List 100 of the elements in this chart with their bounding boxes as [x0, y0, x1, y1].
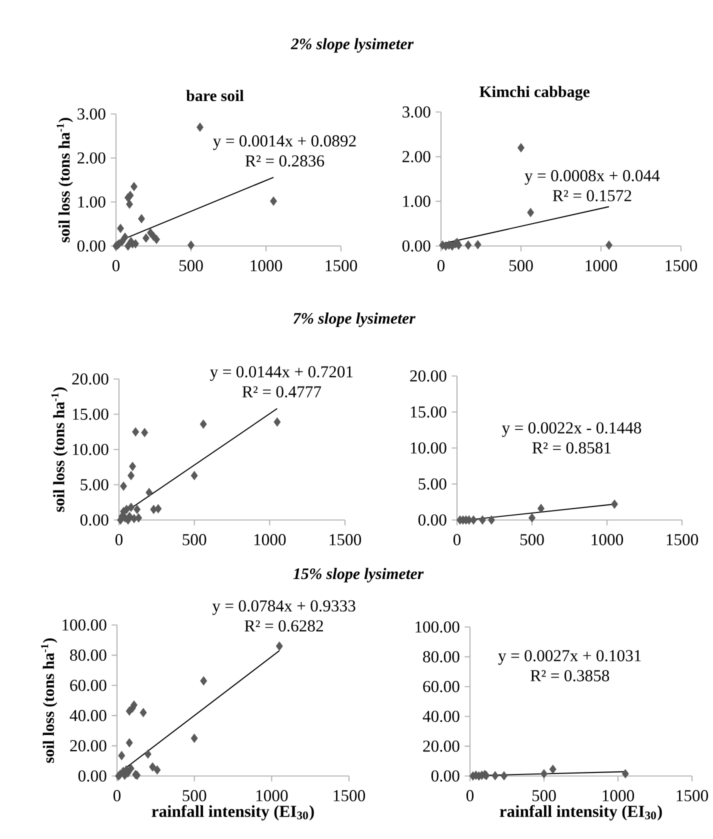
y-tick-label: 60.00: [423, 680, 460, 692]
x-tick-label: 1000: [256, 790, 288, 802]
point: [187, 240, 194, 250]
point: [276, 642, 283, 651]
point: [478, 515, 486, 525]
y-tick-label: 2.00: [402, 151, 430, 162]
point: [142, 234, 150, 243]
y-tick-label: 5.00: [80, 479, 108, 490]
point: [528, 513, 536, 522]
x-tick-label: 0: [115, 534, 122, 546]
y-tick-label: 10.00: [72, 444, 108, 456]
point: [135, 513, 142, 522]
point: [488, 515, 495, 525]
x-tick-label: 500: [532, 790, 556, 802]
y-tick-label: 80.00: [423, 651, 460, 662]
annotation: y = 0.0022x - 0.1448: [502, 422, 642, 437]
y-tick-label: 3.00: [78, 108, 106, 120]
x-tick-label: 1500: [676, 790, 708, 802]
point: [120, 482, 127, 491]
y-tick-label: 1.00: [78, 196, 106, 208]
y-tick-label: 40.00: [70, 710, 106, 722]
chart-subtitle: bare soil: [186, 90, 244, 102]
point: [274, 417, 281, 427]
point: [610, 500, 618, 509]
y-tick-label: 100.00: [62, 619, 106, 631]
chart-title: 2% slope lysimeter: [290, 38, 414, 53]
x-tick-label: 1500: [330, 534, 361, 546]
chart-subtitle: Kimchi cabbage: [479, 86, 590, 101]
x-tick-label: 1500: [666, 260, 697, 272]
point: [149, 762, 156, 772]
y-tick-label: 0.00: [431, 770, 460, 782]
point: [132, 427, 139, 436]
y-axis-title: soil loss (tons ha$^{-1}$): [40, 638, 58, 763]
x-tick-label: 0: [466, 790, 474, 802]
y-tick-label: 3.00: [402, 106, 430, 118]
chart-title: 15% slope lysimeter: [293, 568, 424, 582]
y-axis-title: soil loss (tons ha$^{-1}$): [56, 118, 73, 242]
annotation: R² = 0.8581: [532, 442, 611, 454]
point: [464, 240, 472, 250]
point: [190, 471, 198, 480]
y-tick-label: 2.00: [77, 152, 106, 164]
y-tick-label: 80.00: [70, 650, 106, 661]
point: [152, 234, 160, 244]
point: [124, 241, 132, 251]
point: [537, 504, 544, 514]
x-tick-label: 0: [112, 260, 120, 272]
y-tick-label: 20.00: [423, 740, 460, 752]
y-tick-label: 15.00: [72, 408, 108, 420]
x-tick-label: 1000: [592, 534, 623, 546]
point: [123, 504, 130, 514]
annotation: y = 0.0144x + 0.7201: [210, 366, 353, 381]
y-tick-label: 40.00: [422, 710, 460, 722]
x-tick-label: 1000: [602, 790, 634, 802]
point: [128, 502, 134, 512]
x-tick-label: 0: [453, 534, 460, 546]
annotation: R² = 0.1572: [552, 190, 632, 202]
annotation: y = 0.0014x + 0.0892: [213, 135, 356, 150]
y-tick-label: 20.00: [70, 740, 106, 752]
point: [196, 122, 204, 132]
point: [121, 232, 128, 242]
point: [622, 769, 629, 778]
x-tick-label: 0: [437, 260, 444, 272]
x-tick-label: 500: [509, 260, 533, 272]
point: [474, 240, 482, 250]
x-tick-label: 1000: [586, 260, 617, 272]
y-tick-label: 0.00: [77, 240, 106, 252]
point: [470, 515, 477, 525]
point: [118, 751, 126, 760]
point: [146, 488, 153, 498]
point: [116, 224, 124, 233]
point: [154, 765, 161, 774]
annotation: R² = 0.4777: [242, 386, 322, 398]
x-tick-label: 1000: [254, 534, 286, 546]
point: [517, 143, 524, 152]
point: [492, 771, 499, 780]
y-tick-label: 0.00: [78, 770, 106, 782]
point: [200, 420, 207, 429]
y-tick-label: 0.00: [418, 514, 446, 526]
point: [500, 771, 508, 780]
point: [540, 769, 548, 778]
x-tick-label: 500: [182, 534, 206, 546]
point: [126, 200, 133, 209]
x-axis-title: rainfall intensity (EI$_{30}$): [152, 805, 314, 820]
point: [549, 764, 556, 774]
x-tick-label: 1500: [666, 534, 698, 546]
point: [141, 428, 148, 438]
point: [128, 471, 134, 480]
point: [527, 208, 534, 218]
y-tick-label: 60.00: [70, 680, 106, 692]
x-tick-label: 500: [179, 260, 203, 272]
point: [129, 462, 136, 471]
x-tick-label: 1000: [250, 260, 282, 272]
point: [126, 738, 133, 748]
chart-title: 7% slope lysimeter: [293, 312, 416, 328]
annotation: y = 0.0008x + 0.044: [524, 170, 660, 185]
point: [134, 504, 140, 514]
annotation: y = 0.0027x + 0.1031: [498, 650, 641, 665]
point: [270, 196, 277, 206]
x-tick-label: 1500: [326, 260, 357, 272]
annotation: R² = 0.3858: [530, 670, 610, 682]
